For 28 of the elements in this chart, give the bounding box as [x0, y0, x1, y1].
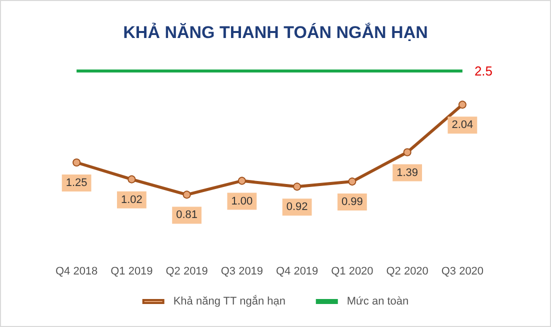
point: [403, 148, 412, 156]
data-label: 2.5: [474, 64, 493, 78]
legend-label: Khả năng TT ngắn hạn: [173, 294, 286, 308]
x-tick-label: Q4 2018: [55, 266, 98, 278]
data-label: 1.00: [231, 195, 253, 208]
data-label: 1.39: [396, 166, 418, 179]
chart-title: KHẢ NĂNG THANH TOÁN NGẮN HẠN: [123, 22, 428, 42]
point: [128, 175, 136, 184]
point: [293, 182, 302, 191]
legend-label: Mức an toàn: [346, 296, 409, 308]
x-tick-label: Q3 2020: [441, 266, 484, 278]
x-tick-label: Q2 2019: [166, 266, 208, 278]
data-label: 2.04: [452, 119, 474, 132]
point: [238, 176, 246, 185]
x-tick-label: Q1 2019: [110, 266, 153, 278]
data-label: 1.02: [120, 194, 142, 206]
point: [72, 158, 81, 166]
x-tick-label: Q4 2019: [276, 266, 318, 278]
data-label: 0.99: [341, 196, 363, 208]
data-label: 1.25: [66, 177, 88, 189]
data-label: 0.81: [176, 209, 198, 222]
data-label: 0.92: [286, 201, 308, 214]
point: [182, 190, 191, 199]
x-tick-label: Q3 2019: [220, 266, 264, 278]
x-tick-label: Q2 2020: [386, 266, 428, 278]
point: [348, 178, 356, 186]
x-tick-label: Q1 2020: [331, 266, 374, 278]
point: [458, 100, 466, 109]
